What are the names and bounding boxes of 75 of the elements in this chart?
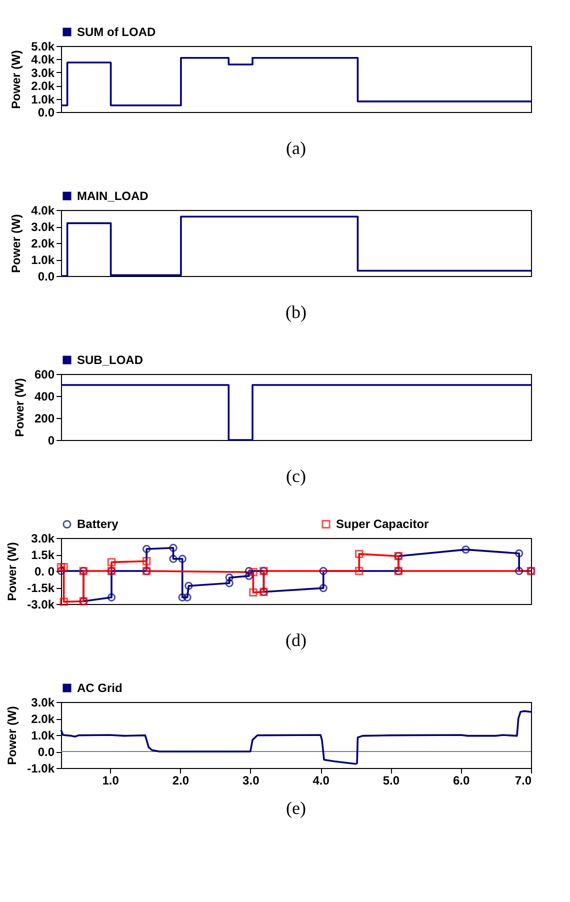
legend-label: SUM of LOAD <box>77 25 156 39</box>
legend-label: MAIN_LOAD <box>77 189 149 203</box>
point <box>169 554 178 563</box>
y-tick-label: 600 <box>34 368 55 382</box>
point <box>169 544 178 552</box>
point <box>142 556 151 566</box>
x-tick-label: 2.0 <box>172 774 190 788</box>
x-tick-label: 4.0 <box>312 774 330 788</box>
point <box>355 550 364 558</box>
y-axis-title: Power (W) <box>5 706 20 765</box>
y-tick-label: 4.0k <box>31 204 55 218</box>
point <box>249 588 258 597</box>
y-tick-label: 0 <box>48 434 55 448</box>
y-tick-label: 1.5k <box>31 548 55 562</box>
y-tick-label: 0.0 <box>38 270 55 284</box>
y-tick-label: -1.0k <box>27 762 55 776</box>
y-axis-title: Power (W) <box>9 50 24 109</box>
point <box>60 563 68 572</box>
y-tick-label: -3.0k <box>27 598 55 612</box>
y-tick-label: 5.0k <box>31 40 55 54</box>
point <box>142 544 151 554</box>
point <box>319 584 328 592</box>
x-tick-label: 6.0 <box>453 774 470 788</box>
text: (b) <box>286 302 306 322</box>
point <box>60 598 68 606</box>
y-tick-label: 3.0k <box>31 220 55 234</box>
y-axis-title: Power (W) <box>12 378 26 437</box>
legend-label: SUB_LOAD <box>77 353 144 367</box>
line-series <box>60 710 532 765</box>
y-tick-label: 2.0k <box>31 236 55 250</box>
y-tick-label: 3.0k <box>31 66 55 80</box>
point <box>56 563 66 572</box>
y-tick-label: 1.0k <box>31 253 55 267</box>
y-tick-label: 3.0k <box>31 532 55 546</box>
point <box>514 566 524 576</box>
point <box>355 566 364 576</box>
y-tick-label: 4.0k <box>31 52 55 67</box>
y-axis-title: Power (W) <box>9 214 24 273</box>
y-tick-label: -1.5k <box>27 581 55 595</box>
legend-label: Super Capacitor <box>336 517 430 532</box>
point <box>514 549 524 558</box>
y-tick-label: 2.0k <box>31 712 55 726</box>
point <box>225 579 234 588</box>
x-tick-label: 5.0 <box>382 774 400 788</box>
y-tick-label: 200 <box>34 412 55 426</box>
point <box>244 566 254 576</box>
y-axis-title: Power (W) <box>5 542 20 601</box>
y-tick-label: 2.0k <box>31 79 55 94</box>
y-tick-label: 1.0k <box>31 728 55 742</box>
y-tick-label: 400 <box>34 390 55 404</box>
x-tick-label: 7.0 <box>514 774 532 788</box>
point <box>249 568 258 576</box>
x-tick-label: 3.0 <box>242 774 260 788</box>
point <box>107 558 116 566</box>
point <box>183 593 192 602</box>
legend-label: Battery <box>77 517 119 532</box>
x-tick-label: 1.0 <box>102 774 120 788</box>
y-tick-label: 1.0k <box>31 92 55 106</box>
point <box>244 572 254 580</box>
y-tick-label: 0.0 <box>38 106 55 120</box>
point <box>178 554 186 563</box>
text: (a) <box>286 138 306 158</box>
point <box>184 582 193 590</box>
text: (c) <box>286 466 306 486</box>
point <box>225 574 234 582</box>
point <box>319 566 328 576</box>
y-tick-label: 0. 0 <box>34 564 55 578</box>
text: (e) <box>286 798 306 818</box>
text: (d) <box>286 630 306 650</box>
point <box>107 593 116 602</box>
point <box>462 545 470 554</box>
point <box>178 593 186 602</box>
y-tick-label: 3.0k <box>31 696 55 710</box>
y-tick-label: 0.0 <box>38 745 55 759</box>
legend-label: AC Grid <box>77 681 122 695</box>
